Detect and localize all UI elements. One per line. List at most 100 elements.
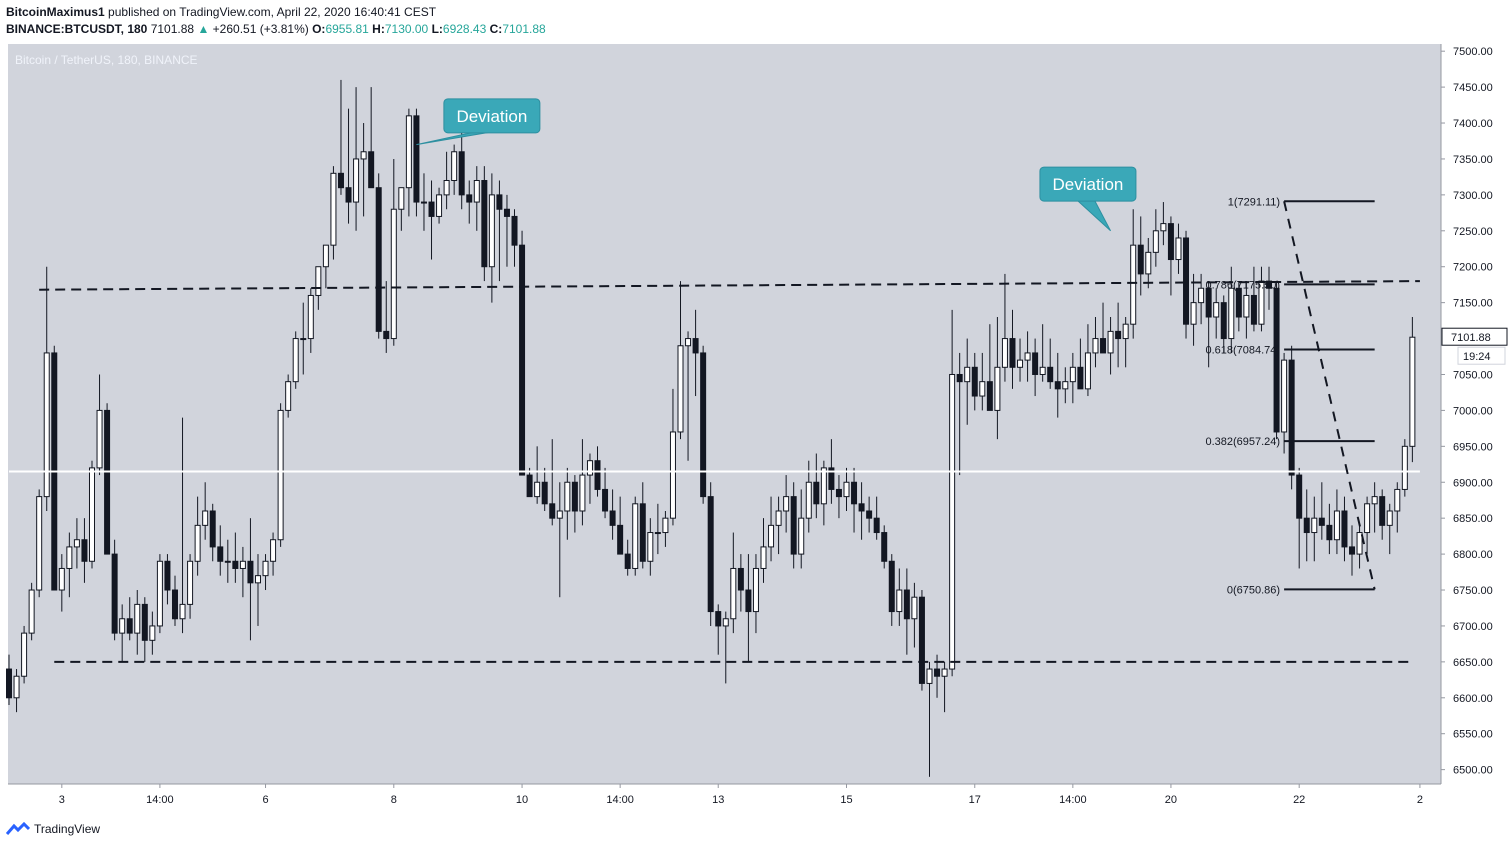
candle (843, 481, 850, 498)
candle (187, 560, 194, 605)
y-tick-label: 7200.00 (1453, 262, 1493, 274)
fib-trend-line (1283, 201, 1376, 590)
candle (149, 625, 156, 641)
candle (730, 567, 737, 620)
candle (428, 201, 435, 217)
candle (790, 496, 797, 555)
y-tick-label: 6700.00 (1453, 621, 1493, 633)
candle (1069, 366, 1076, 383)
candle (556, 510, 563, 519)
candle (609, 510, 616, 526)
candle (73, 539, 80, 548)
candle (481, 180, 488, 268)
candle (1160, 223, 1167, 232)
candle (1213, 302, 1220, 318)
candle (1409, 336, 1416, 447)
candle (443, 180, 450, 196)
candle (473, 180, 480, 203)
last-price-box (1441, 327, 1508, 346)
candle (368, 151, 375, 189)
candle (179, 603, 186, 620)
candle (519, 244, 526, 476)
plot-area (8, 44, 1441, 784)
countdown-label: 19:24 (1463, 351, 1491, 363)
ohlc-legend: BINANCE:BTCUSDT, 180 7101.88 ▲ +260.51 (… (6, 22, 546, 36)
x-tick-label: 14:00 (606, 794, 634, 806)
candle (1296, 474, 1303, 519)
candle (1115, 330, 1122, 340)
candle (745, 589, 752, 613)
dashed-level-line (39, 280, 1420, 291)
candle (239, 560, 246, 569)
candle (775, 510, 782, 526)
y-tick-label: 7150.00 (1453, 298, 1493, 310)
x-tick-label: 10 (516, 794, 528, 806)
publisher-name[interactable]: BitcoinMaximus1 (6, 5, 105, 19)
candle (926, 668, 933, 684)
candle (1092, 338, 1099, 354)
candle (254, 575, 261, 584)
candle (1152, 230, 1159, 253)
fib-level-label: 0.382(6957.24) (1205, 436, 1280, 448)
candle (1220, 302, 1227, 340)
x-tick-label: 20 (1165, 794, 1177, 806)
candle (1311, 517, 1318, 534)
candle (1303, 517, 1310, 534)
y-tick-label: 6750.00 (1453, 585, 1493, 597)
candle (813, 481, 820, 505)
y-tick-label: 6850.00 (1453, 513, 1493, 525)
candle (451, 151, 458, 182)
candle (866, 510, 873, 519)
change-arrow-icon: ▲ (197, 22, 210, 36)
candle (375, 187, 382, 332)
candle (737, 567, 744, 591)
candle (1183, 237, 1190, 325)
y-tick-label: 7400.00 (1453, 118, 1493, 130)
candle (270, 539, 277, 562)
candle (337, 172, 344, 189)
candle (564, 481, 571, 512)
candle (1047, 366, 1054, 383)
x-tick-label: 6 (262, 794, 268, 806)
candle (971, 366, 978, 397)
candle (964, 366, 971, 383)
tradingview-logo[interactable]: TradingView (6, 822, 100, 836)
candle (911, 596, 918, 620)
candle (956, 373, 963, 383)
candle (383, 330, 390, 340)
candle (1379, 496, 1386, 526)
candle (1001, 338, 1008, 368)
candle (126, 618, 133, 634)
open-value: 6955.81 (325, 22, 369, 36)
candle (1326, 524, 1333, 541)
candle (534, 481, 541, 498)
callout-text: Deviation (456, 107, 527, 126)
x-tick-label: 17 (969, 794, 981, 806)
candle (111, 553, 118, 634)
last-price-label: 7101.88 (1451, 332, 1491, 344)
candle (247, 560, 254, 584)
fib-level-label: 1(7291.11) (1228, 196, 1280, 208)
candle (307, 294, 314, 340)
candle (1054, 381, 1061, 390)
candle (1175, 237, 1182, 261)
candle (13, 675, 20, 699)
candle (420, 201, 427, 204)
candle (783, 496, 790, 512)
candle (805, 481, 812, 519)
candle (390, 208, 397, 340)
candle (345, 187, 352, 203)
candle (285, 381, 292, 411)
candle (1122, 323, 1129, 340)
candle (1401, 445, 1408, 490)
candle (322, 244, 329, 268)
fib-level-label: 0.786(7175.50) (1205, 279, 1280, 291)
callout-box (1039, 166, 1137, 202)
low-value: 6928.43 (442, 22, 487, 36)
candle (541, 481, 548, 505)
open-label: O: (312, 22, 326, 36)
x-tick-label: 22 (1293, 794, 1305, 806)
last-price: 7101.88 (150, 22, 195, 36)
candle (1190, 302, 1197, 325)
